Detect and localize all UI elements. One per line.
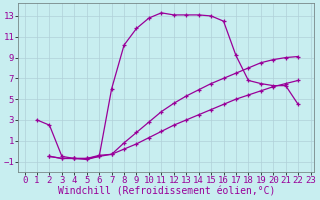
X-axis label: Windchill (Refroidissement éolien,°C): Windchill (Refroidissement éolien,°C)	[58, 187, 275, 197]
